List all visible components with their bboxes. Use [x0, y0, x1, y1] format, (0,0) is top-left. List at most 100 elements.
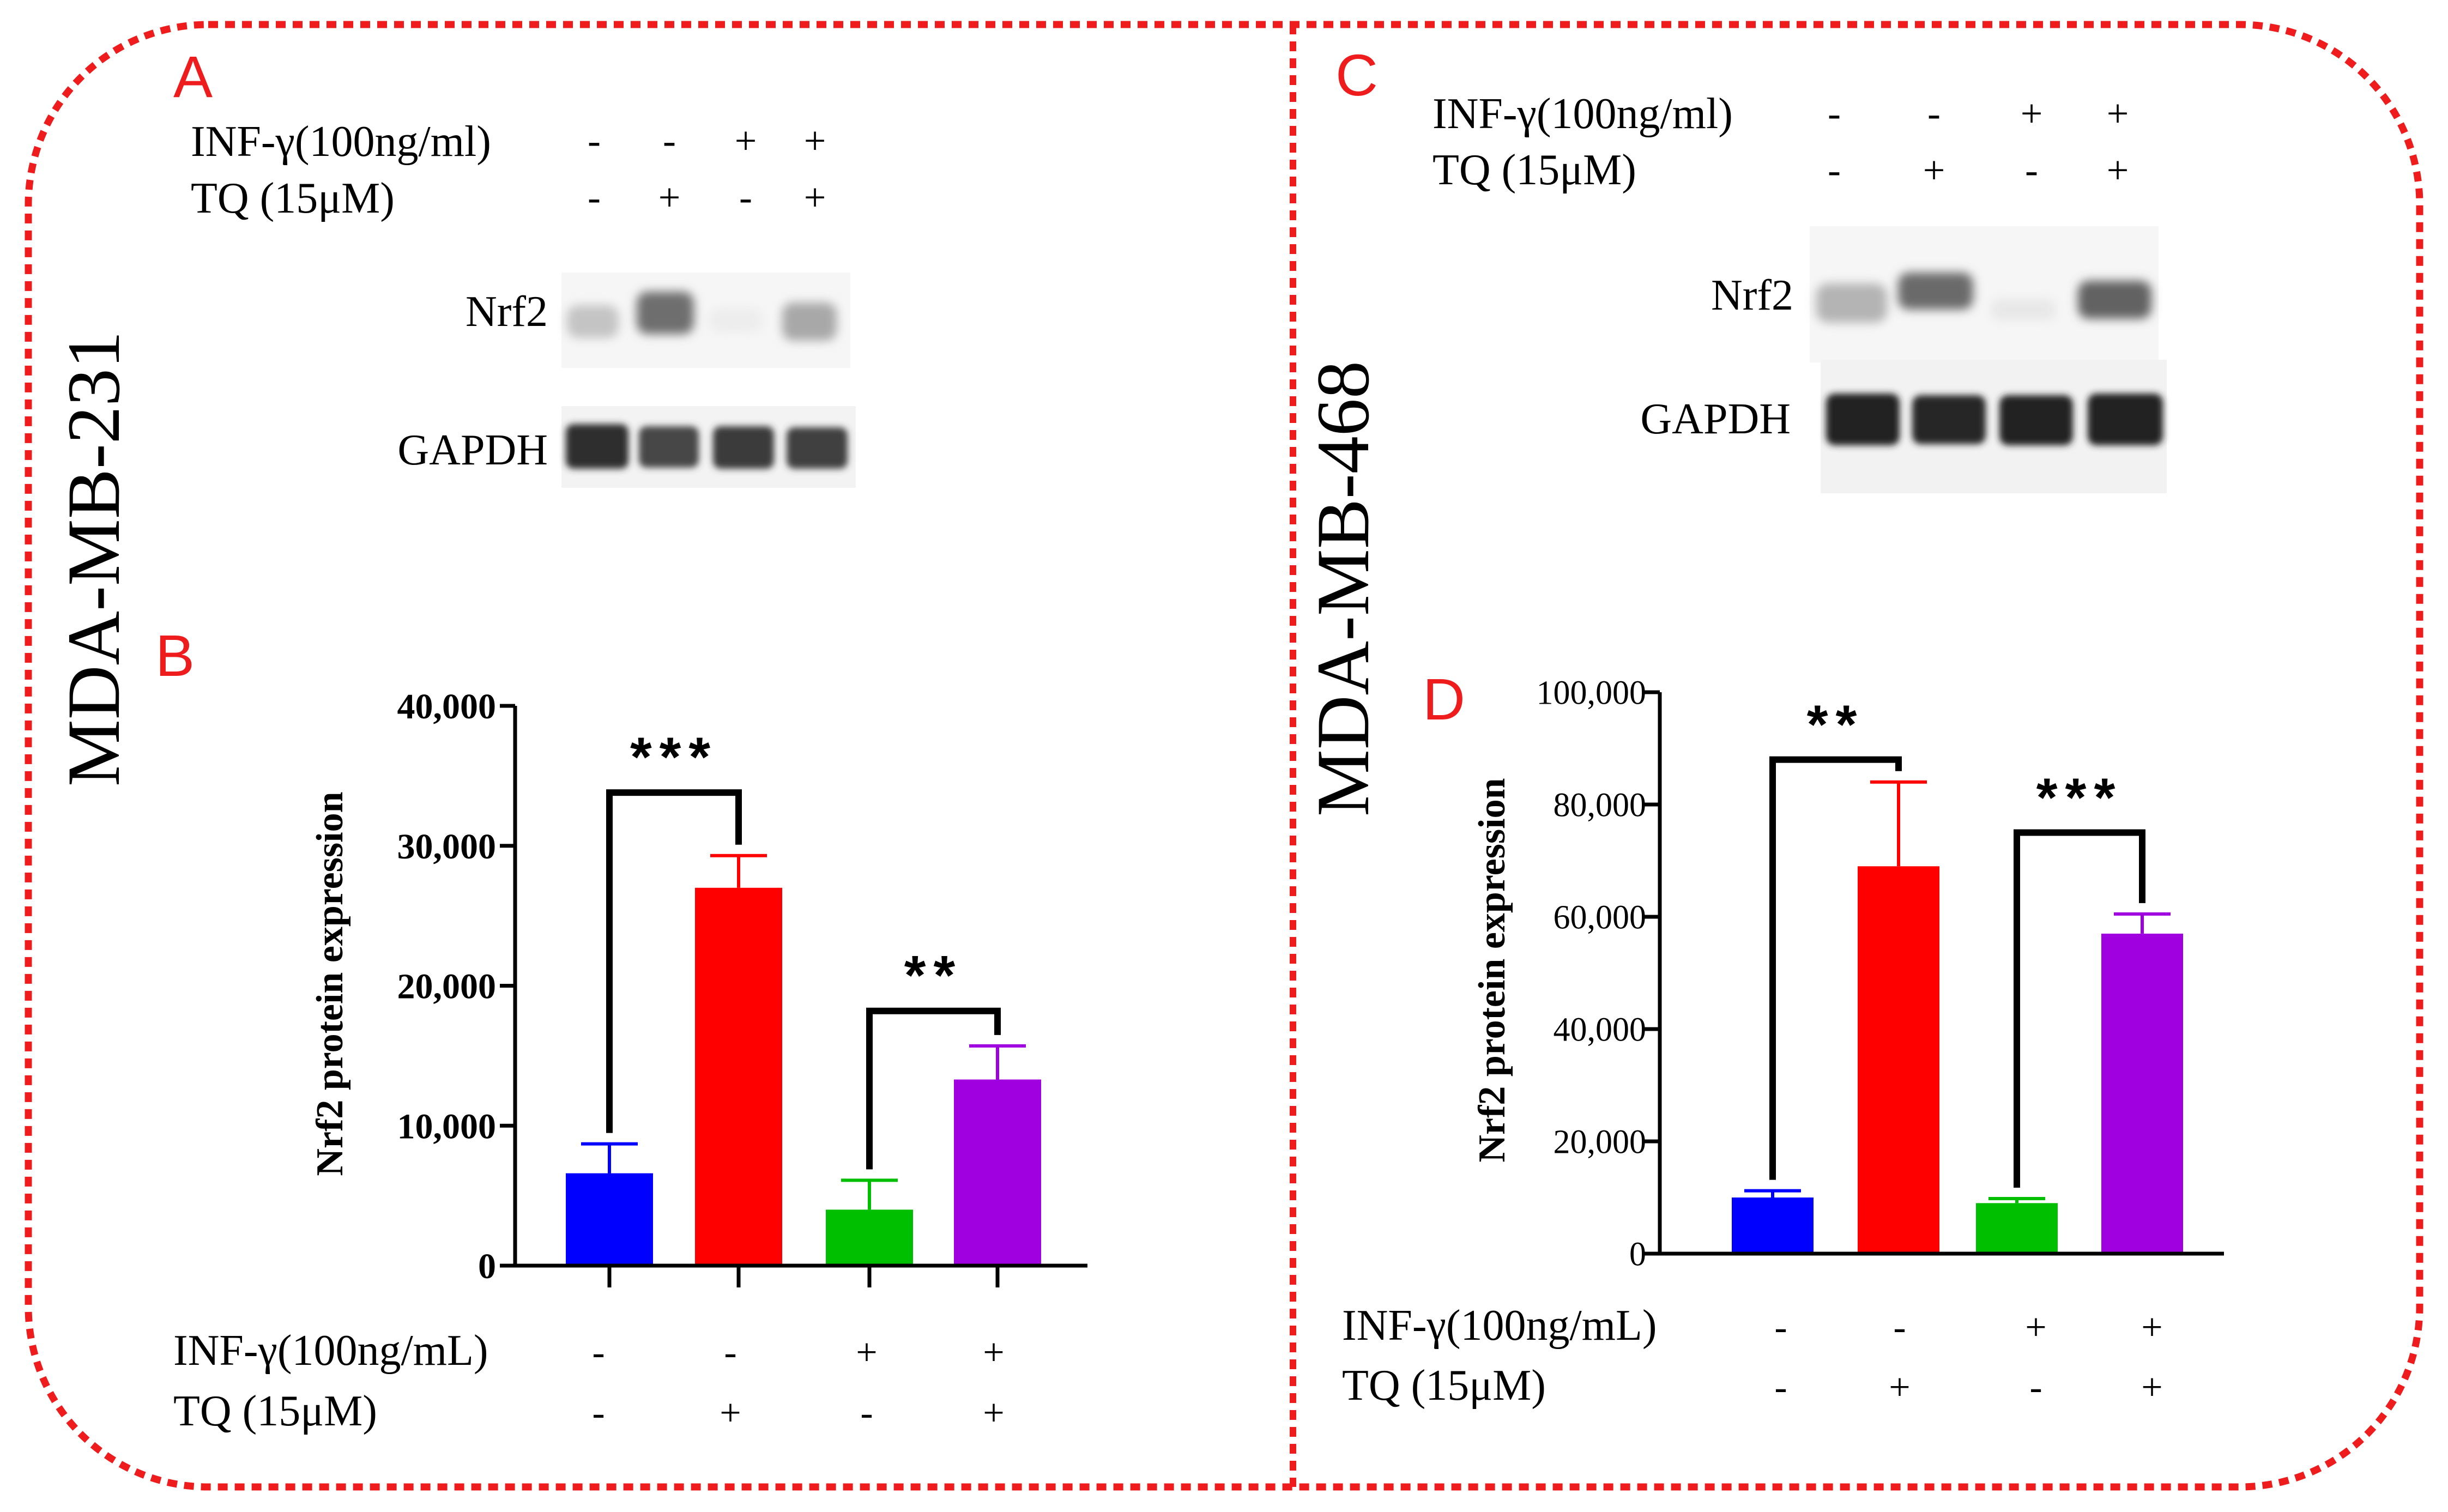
- condition-sign: +: [2025, 1307, 2046, 1348]
- blot-label-gapdh-a: GAPDH: [397, 426, 548, 474]
- bar-4: [2101, 933, 2183, 1254]
- panel-d: D 0 20,000 40,000 60,000 80,000 100,000 Nrf2 p…: [1342, 666, 2224, 1410]
- panel-letter-a: A: [173, 44, 213, 110]
- sign: +: [2021, 92, 2043, 135]
- bar-4: [954, 1079, 1041, 1266]
- blot-band: [1898, 273, 1973, 310]
- panel-b: B 0 10,000 20,000 30,000 40,000 Nrf2 protein …: [155, 622, 1087, 1435]
- condition-sign: -: [1774, 1366, 1787, 1408]
- condition-sign: +: [720, 1392, 741, 1434]
- significance-bracket: [1769, 756, 1902, 1180]
- blot-band: [566, 424, 628, 469]
- significance-stars: **: [1807, 694, 1865, 755]
- sign: -: [588, 176, 601, 219]
- blot-band: [1912, 395, 1986, 444]
- blot-band: [2078, 281, 2151, 319]
- bar-1: [566, 1173, 653, 1266]
- condition-sign: +: [983, 1392, 1004, 1434]
- cell-line-label-468: MDA-MB-468: [1301, 361, 1385, 817]
- significance-stars: ***: [2036, 767, 2123, 828]
- y-tick-label: 100,000: [1537, 675, 1647, 712]
- significance-bracket: [866, 1007, 1001, 1170]
- panel-a: A MDA-MB-231 INF-γ(100ng/ml) TQ (15μM) -…: [52, 44, 856, 787]
- y-tick-label: 20,000: [1554, 1124, 1647, 1161]
- y-tick-label: 80,000: [1554, 787, 1647, 824]
- blot-band: [1999, 395, 2073, 445]
- blot-label-nrf2-a: Nrf2: [466, 288, 548, 336]
- blot-band: [639, 426, 699, 468]
- significance-bracket: [2014, 829, 2145, 1188]
- significance-stars: **: [904, 945, 963, 1007]
- sign: +: [804, 176, 826, 219]
- sign: +: [1923, 148, 1945, 192]
- y-tick-label: 10,000: [397, 1106, 497, 1146]
- blot-band: [709, 308, 763, 332]
- sign: +: [804, 119, 826, 162]
- y-tick-label: 0: [1629, 1236, 1646, 1273]
- blot-band: [782, 303, 837, 341]
- sign: -: [739, 176, 752, 219]
- condition-label: INF-γ(100ng/mL): [1342, 1302, 1657, 1350]
- bar-chart-b: 0 10,000 20,000 30,000 40,000 Nrf2 protein ex…: [173, 687, 1087, 1435]
- treatment-row-tq-label: TQ (15μM): [1432, 146, 1636, 194]
- condition-sign: -: [724, 1332, 736, 1374]
- y-tick-label: 40,000: [1554, 1012, 1647, 1049]
- treatment-row-tq-label: TQ (15μM): [191, 174, 395, 222]
- y-tick-label: 20,000: [397, 967, 497, 1007]
- condition-sign: +: [856, 1332, 877, 1374]
- sign: +: [2107, 92, 2129, 135]
- significance-stars: ***: [630, 726, 718, 788]
- panel-letter-d: D: [1423, 666, 1465, 732]
- blot-band: [1991, 299, 2056, 320]
- treatment-signs-a: - - + + - + - +: [588, 119, 826, 219]
- treatment-row-infg-label: INF-γ(100ng/ml): [1432, 90, 1733, 138]
- bar-2: [1858, 866, 1939, 1254]
- panel-letter-c: C: [1335, 42, 1378, 108]
- sign: +: [735, 119, 757, 162]
- bar-2: [695, 887, 782, 1266]
- figure-border: [25, 21, 2423, 1491]
- bar-1: [1732, 1197, 1814, 1254]
- blot-band: [2088, 394, 2163, 445]
- y-tick-label: 30,000: [397, 827, 497, 867]
- y-tick-label: 60,000: [1554, 899, 1647, 936]
- condition-sign: -: [592, 1332, 605, 1374]
- condition-sign: -: [860, 1392, 873, 1434]
- western-blot-a: [561, 273, 856, 488]
- blot-label-nrf2-c: Nrf2: [1711, 271, 1793, 319]
- condition-label: TQ (15μM): [173, 1387, 377, 1435]
- bar-chart-d: 0 20,000 40,000 60,000 80,000 100,000 Nrf2 pro…: [1342, 675, 2224, 1410]
- sign: +: [2107, 148, 2129, 192]
- condition-sign: +: [983, 1332, 1004, 1374]
- significance-bracket: [606, 789, 742, 1133]
- panel-letter-b: B: [155, 622, 195, 688]
- blot-band: [1816, 283, 1887, 323]
- sign: +: [658, 176, 681, 219]
- sign: -: [1828, 148, 1841, 192]
- blot-band: [713, 426, 774, 469]
- condition-label: TQ (15μM): [1342, 1362, 1546, 1410]
- blot-band: [637, 292, 694, 334]
- condition-sign: -: [2029, 1366, 2042, 1408]
- y-axis-label: Nrf2 protein expression: [309, 791, 351, 1176]
- y-tick-label: 0: [478, 1247, 496, 1286]
- sign: -: [663, 119, 676, 162]
- condition-label: INF-γ(100ng/mL): [173, 1327, 488, 1375]
- sign: -: [1828, 92, 1841, 135]
- condition-sign: -: [1893, 1307, 1906, 1348]
- treatment-row-infg-label: INF-γ(100ng/ml): [191, 118, 491, 166]
- blot-band: [787, 427, 848, 469]
- y-axis-label: Nrf2 protein expression: [1471, 778, 1513, 1162]
- condition-sign: -: [592, 1392, 605, 1434]
- western-blot-c: [1810, 226, 2167, 493]
- blot-band: [1826, 394, 1900, 445]
- sign: -: [588, 119, 601, 162]
- bar-3: [826, 1209, 913, 1266]
- condition-sign: -: [1774, 1307, 1787, 1348]
- sign: -: [1927, 92, 1941, 135]
- sign: -: [2025, 148, 2038, 192]
- cell-line-label-231: MDA-MB-231: [52, 331, 135, 787]
- condition-sign: +: [1889, 1366, 1910, 1408]
- treatment-signs-c: - - + + - + - +: [1828, 92, 2129, 192]
